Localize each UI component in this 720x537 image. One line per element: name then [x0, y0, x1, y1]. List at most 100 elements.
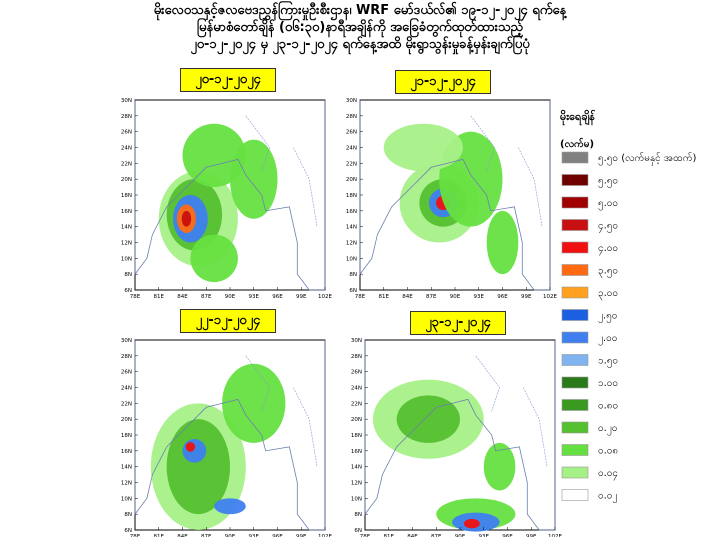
lat-label: 26N	[121, 370, 132, 376]
lat-label: 6N	[124, 288, 132, 294]
legend-swatch	[561, 489, 589, 501]
legend-label: ၄.၀၀	[598, 243, 618, 256]
lat-label: 24N	[121, 386, 132, 392]
legend-label: ၀.၀၂	[598, 491, 617, 504]
lat-label: 8N	[354, 512, 362, 518]
coastline	[359, 100, 551, 291]
lon-label: 93E	[249, 294, 260, 300]
lon-label: 102E	[318, 294, 332, 300]
lon-label: 84E	[402, 294, 413, 300]
lat-label: 8N	[349, 272, 357, 278]
lon-label: 99E	[526, 534, 537, 537]
legend-label: ၁.၀၀	[598, 378, 618, 389]
lon-label: 87E	[201, 534, 212, 537]
rain-area	[182, 438, 207, 463]
coastline	[134, 340, 326, 531]
lat-label: 24N	[121, 146, 132, 152]
lat-label: 26N	[121, 130, 132, 136]
border	[245, 115, 318, 227]
lon-label: 96E	[272, 534, 283, 537]
lon-label: 99E	[521, 294, 532, 300]
legend-label: ၀.၀၄	[598, 468, 618, 481]
lon-label: 90E	[225, 534, 236, 537]
legend-swatch	[561, 174, 589, 186]
lat-label: 18N	[346, 193, 357, 199]
lat-label: 14N	[351, 465, 362, 471]
lat-label: 28N	[121, 354, 132, 360]
rain-area	[185, 442, 196, 452]
lon-label: 87E	[426, 294, 437, 300]
rain-area	[222, 363, 286, 443]
lat-label: 12N	[346, 241, 357, 247]
border	[245, 355, 318, 467]
lat-label: 10N	[346, 256, 357, 262]
lat-label: 28N	[346, 114, 357, 120]
panel-date: ၂၂-၁၂-၂၀၂၄	[180, 309, 276, 333]
legend-swatch	[561, 421, 589, 434]
lon-label: 96E	[497, 294, 508, 300]
title-line: ၂၀-၁၂-၂၀၂၄ မှ ၂၃-၁၂-၂၀၂၄ ရက်နေ့အထိ မိုးရ…	[190, 37, 530, 52]
panel-date: ၂၀-၁၂-၂၀၂၄	[180, 68, 276, 92]
lat-label: 26N	[346, 130, 357, 136]
legend-swatch	[561, 286, 589, 299]
lon-label: 84E	[407, 534, 418, 537]
lon-label: 90E	[225, 294, 236, 300]
lat-label: 18N	[121, 433, 132, 439]
lat-label: 6N	[354, 528, 362, 534]
rain-area	[383, 123, 463, 172]
lat-label: 16N	[351, 449, 362, 455]
panel-date: ၂၁-၁၂-၂၀၂၄	[395, 70, 491, 94]
lat-label: 12N	[121, 481, 132, 487]
lat-label: 12N	[121, 241, 132, 247]
legend-swatch	[561, 444, 589, 456]
lon-label: 102E	[318, 534, 332, 537]
lat-label: 22N	[346, 161, 357, 167]
rain-area	[230, 139, 278, 219]
lat-label: 30N	[121, 98, 132, 104]
lat-label: 30N	[346, 98, 357, 104]
lat-label: 10N	[351, 496, 362, 502]
legend-title: မိုးရေချိန်	[560, 110, 595, 123]
legend-swatch	[561, 399, 589, 411]
lon-label: 93E	[249, 534, 260, 537]
lat-label: 16N	[346, 209, 357, 215]
legend-swatch	[561, 466, 589, 479]
lon-label: 102E	[548, 534, 562, 537]
lat-label: 6N	[349, 288, 357, 294]
panel-date: ၂၃-၁၂-၂၀၂၄	[410, 311, 506, 335]
rain-area	[396, 395, 461, 443]
coastline	[134, 100, 326, 291]
lon-label: 78E	[360, 534, 371, 537]
legend-swatch	[561, 196, 589, 209]
lon-label: 81E	[154, 294, 165, 300]
lat-label: 12N	[351, 481, 362, 487]
lat-label: 18N	[351, 433, 362, 439]
lat-label: 10N	[121, 496, 132, 502]
lon-label: 99E	[296, 534, 307, 537]
legend-unit: (လက်မ)	[560, 139, 595, 150]
title-line: မြန်မာစံတော်ချိန် (၀၆:၃၀)နာရီအချိန်ကို အ…	[196, 20, 524, 35]
legend-swatch	[561, 354, 589, 366]
lon-label: 102E	[543, 294, 557, 300]
lat-label: 14N	[121, 225, 132, 231]
legend-label: ၃.၅၀	[598, 266, 618, 279]
lat-label: 14N	[121, 465, 132, 471]
lat-label: 22N	[121, 401, 132, 407]
lon-label: 93E	[474, 294, 485, 300]
legend-label: ၂.၀၀	[598, 333, 617, 346]
legend-label: ၂.၅၀	[598, 311, 617, 324]
lat-label: 24N	[346, 146, 357, 152]
lat-label: 10N	[121, 256, 132, 262]
lat-label: 6N	[124, 528, 132, 534]
legend-label: ၁.၅၀	[598, 356, 618, 369]
lat-label: 24N	[351, 386, 362, 392]
legend-swatch	[561, 309, 589, 321]
lat-label: 30N	[121, 338, 132, 344]
rain-area	[166, 419, 230, 515]
legend-swatch	[561, 331, 589, 344]
lon-label: 93E	[479, 534, 490, 537]
legend-swatch	[561, 376, 589, 389]
rain-area	[181, 210, 192, 227]
